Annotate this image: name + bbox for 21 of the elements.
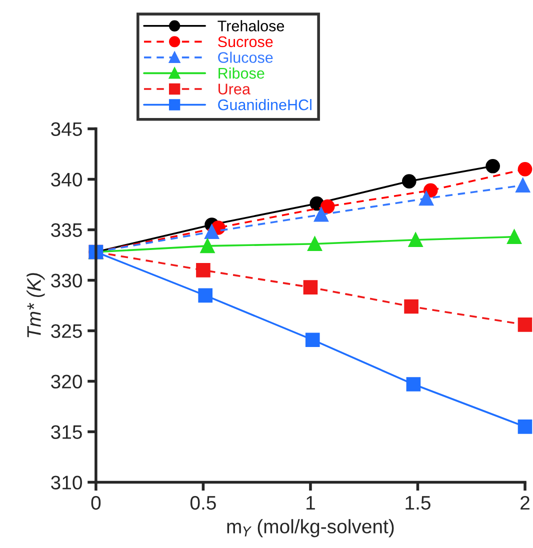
y-tick-label: 335 xyxy=(51,223,82,238)
y-tick-label: 345 xyxy=(51,122,82,136)
y-tick-label: 340 xyxy=(51,172,82,187)
x-tick-label: 0 xyxy=(91,496,101,510)
legend-label: Glucose xyxy=(218,52,273,63)
x-tick-label: 0.5 xyxy=(190,496,216,510)
y-tick-label: 320 xyxy=(51,374,82,388)
legend-label: Trehalose xyxy=(218,20,284,32)
legend-label: Ribose xyxy=(218,67,264,79)
legend-label: Sucrose xyxy=(218,36,273,48)
y-tick-label: 310 xyxy=(51,476,82,490)
y-axis-title: Tm* (K) xyxy=(26,273,45,338)
x-tick-label: 2 xyxy=(520,496,530,510)
legend-label: Urea xyxy=(218,84,250,94)
x-axis-title: m$_{Y}$ (mol/kg-solvent) xyxy=(227,519,394,538)
legend-label: GuanidineHCl xyxy=(218,99,312,110)
x-tick-label: 1.5 xyxy=(406,496,430,510)
y-tick-label: 315 xyxy=(51,425,82,439)
y-tick-label: 325 xyxy=(51,324,82,338)
y-tick-label: 330 xyxy=(51,274,82,288)
x-tick-label: 1 xyxy=(306,496,315,510)
